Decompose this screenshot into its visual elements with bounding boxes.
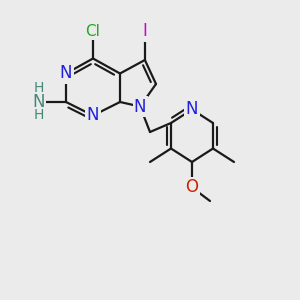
- Text: O: O: [185, 178, 199, 196]
- Text: H: H: [34, 82, 44, 95]
- Text: I: I: [142, 22, 147, 40]
- Text: N: N: [134, 98, 146, 116]
- Text: H: H: [34, 108, 44, 122]
- Text: N: N: [60, 64, 72, 82]
- Text: N: N: [87, 106, 99, 124]
- Text: N: N: [33, 93, 45, 111]
- Text: N: N: [186, 100, 198, 118]
- Text: Cl: Cl: [85, 24, 100, 39]
